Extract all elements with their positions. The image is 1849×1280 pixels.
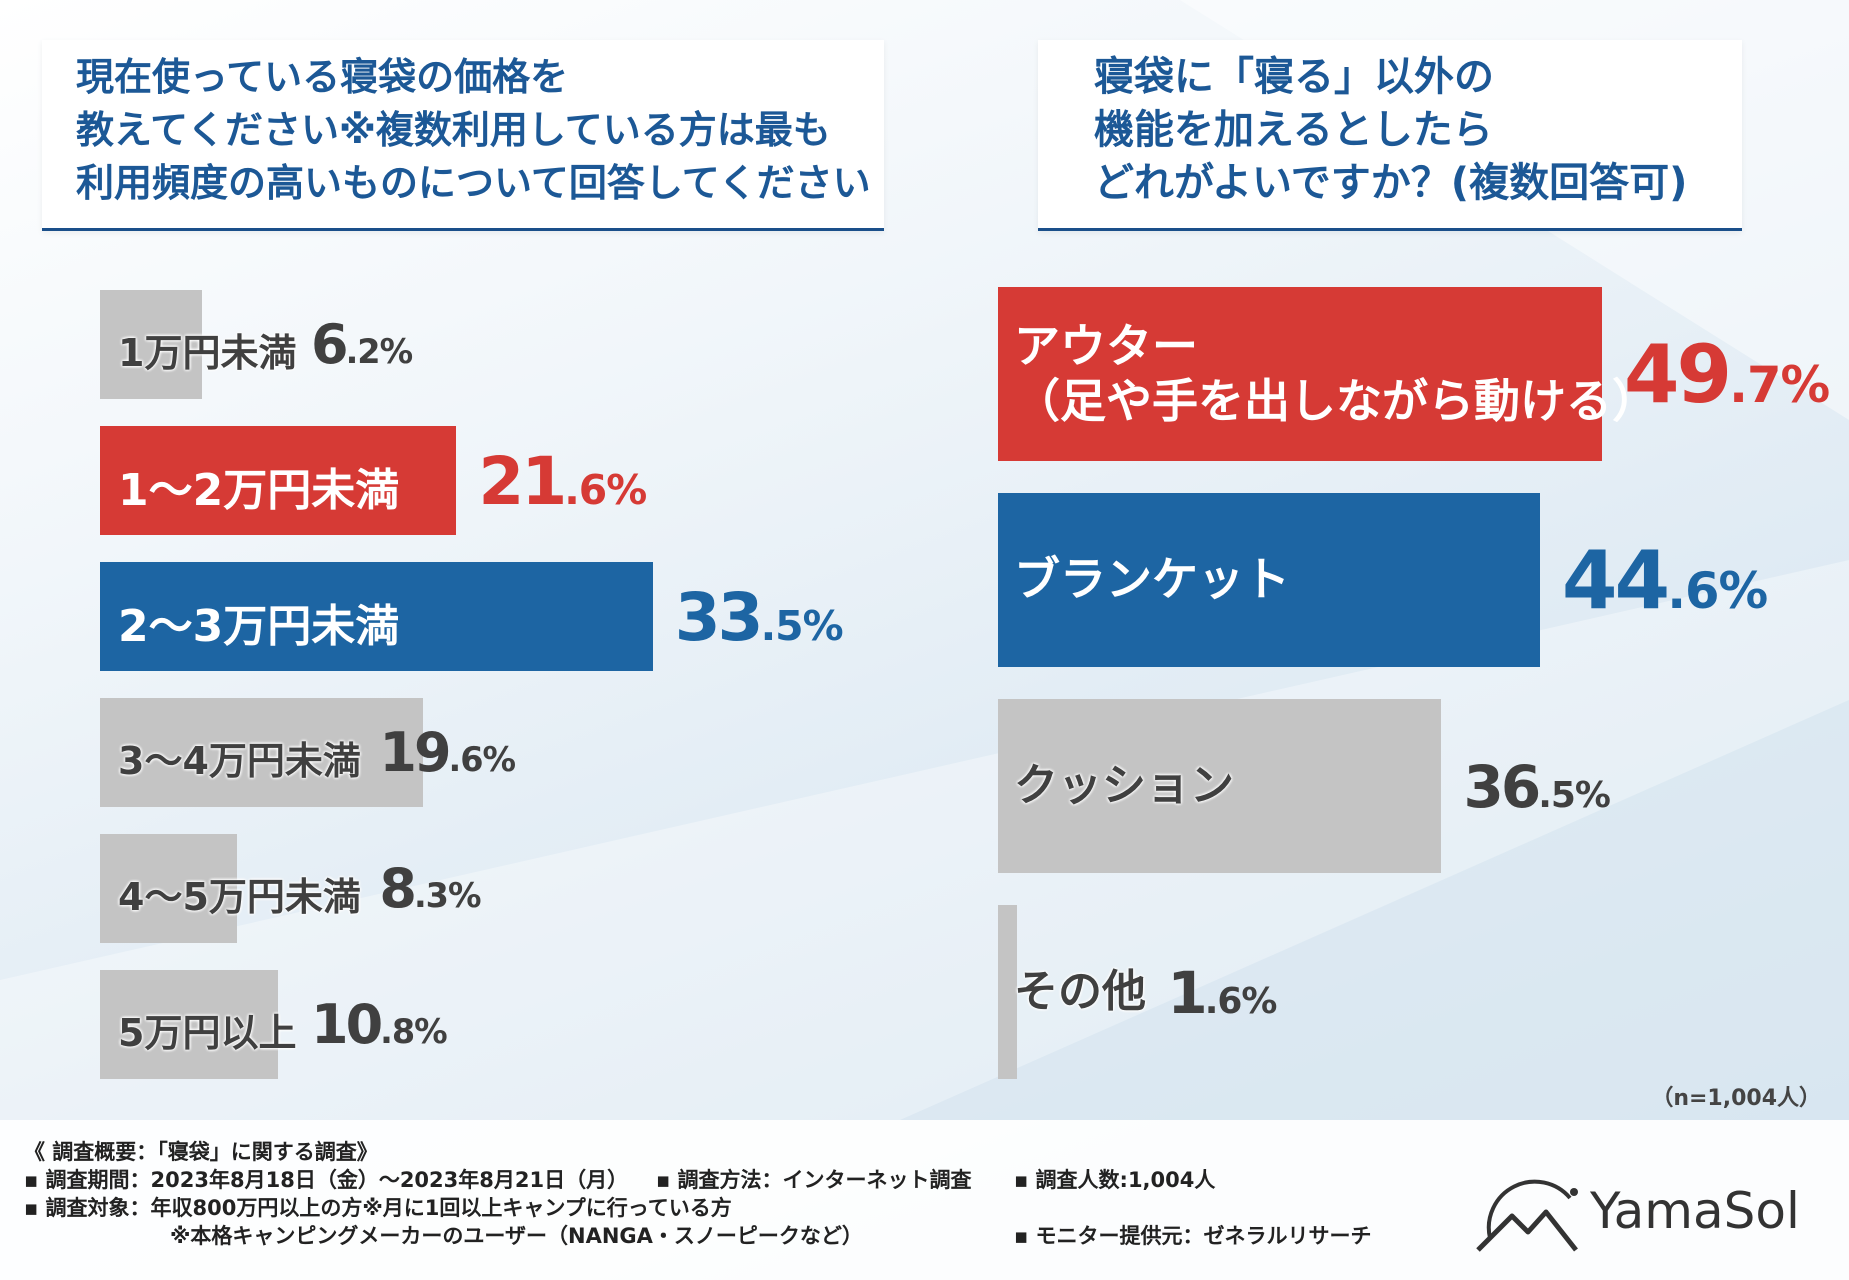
survey-count: ▪ 調査人数:1,004人 <box>1014 1168 1216 1192</box>
price-value-label: 21.6% <box>478 442 647 520</box>
price-bar <box>100 290 203 399</box>
price-value-decimal: .6% <box>564 465 647 514</box>
price-value-decimal: .3% <box>413 876 482 916</box>
function-value-decimal: .7% <box>1729 356 1830 414</box>
price-value-label: 8.3% <box>379 857 482 921</box>
function-category-label: ブランケット <box>1014 552 1290 607</box>
right-title-line: 寝袋に「寝る」以外の <box>1094 54 1494 100</box>
function-category-line: アウター <box>1014 318 1198 373</box>
survey-target-note: ※本格キャンピングメーカーのユーザー（NANGA・スノーピークなど） <box>170 1224 863 1248</box>
price-value-label: 10.8% <box>311 993 448 1057</box>
price-value-decimal: .6% <box>448 740 517 780</box>
survey-target: ▪ 調査対象：年収800万円以上の方※月に1回以上キャンプに行っている方 <box>24 1196 732 1220</box>
price-value-int: 10 <box>311 993 383 1057</box>
price-value-int: 21 <box>478 442 567 520</box>
price-category-label: 1万円未満 <box>118 330 297 375</box>
price-category-label: 3〜4万円未満 <box>118 738 361 783</box>
survey-footer: 《 調査概要：「寝袋」に関する調査》 ▪ 調査期間：2023年8月18日（金）〜… <box>0 1120 1849 1280</box>
function-value-int: 49 <box>1623 328 1732 421</box>
left-title-line: 現在使っている寝袋の価格を <box>76 55 569 99</box>
left-title-line: 教えてください※複数利用している方は最も <box>76 108 831 152</box>
function-category-line: クッション <box>1014 759 1234 811</box>
price-value-decimal: .2% <box>345 332 414 372</box>
function-bar <box>998 287 1602 461</box>
function-bar <box>998 493 1540 667</box>
price-category-label: 2〜3万円未満 <box>118 601 400 653</box>
mountain-logo-icon <box>1476 1179 1578 1252</box>
function-bar <box>998 699 1442 873</box>
function-category-label: アウター （足や手を出しながら動ける） <box>1014 319 1658 429</box>
price-value-decimal: .5% <box>760 601 844 650</box>
function-category-line: ブランケット <box>1014 552 1290 607</box>
price-bar <box>100 970 279 1079</box>
survey-summary: 《 調査概要：「寝袋」に関する調査》 <box>24 1140 378 1164</box>
survey-provider: ▪ モニター提供元：ゼネラルリサーチ <box>1014 1224 1372 1248</box>
price-bar <box>100 698 424 807</box>
price-value-int: 19 <box>379 721 451 785</box>
sample-size-note: （n=1,004人） <box>1651 1086 1821 1111</box>
function-category-line: その他 <box>1014 965 1146 1017</box>
price-bar <box>100 426 457 535</box>
price-value-decimal: .8% <box>380 1012 448 1052</box>
price-category-label: 5万円以上 <box>118 1010 297 1055</box>
function-value-label: 44.6% <box>1561 534 1768 627</box>
function-value-decimal: .6% <box>1204 980 1278 1022</box>
function-value-label: 49.7% <box>1623 328 1830 421</box>
function-category-label: クッション <box>1014 760 1234 813</box>
price-value-label: 33.5% <box>674 578 844 656</box>
function-value-int: 36 <box>1463 752 1541 821</box>
yamasol-logo: YamaSol <box>1470 1168 1830 1256</box>
function-value-int: 44 <box>1561 534 1670 627</box>
right-title-line: どれがよいですか？(複数回答可) <box>1094 160 1688 206</box>
survey-method: ▪ 調査方法：インターネット調査 <box>656 1168 972 1192</box>
price-bar <box>100 834 237 943</box>
function-category-label: その他 <box>1014 966 1146 1019</box>
price-bar <box>100 562 653 671</box>
function-value-label: 36.5% <box>1463 752 1611 821</box>
price-category-label: 4〜5万円未満 <box>118 874 361 919</box>
right-question-title: 寝袋に「寝る」以外の 機能を加えるとしたら どれがよいですか？(複数回答可) <box>1038 40 1742 231</box>
price-value-label: 19.6% <box>379 721 517 785</box>
right-title-line: 機能を加えるとしたら <box>1094 107 1493 153</box>
price-category-label: 1〜2万円未満 <box>118 465 400 517</box>
price-value-label: 6.2% <box>311 313 414 377</box>
function-category-line: （足や手を出しながら動ける） <box>1014 374 1658 428</box>
price-value-int: 6 <box>311 313 349 377</box>
left-title-line: 利用頻度の高いものについて回答してください <box>76 161 871 205</box>
price-value-int: 8 <box>379 857 417 921</box>
function-value-int: 1 <box>1167 958 1207 1027</box>
function-value-decimal: .6% <box>1667 562 1768 620</box>
function-value-decimal: .5% <box>1538 774 1611 816</box>
logo-text: YamaSol <box>1590 1182 1800 1240</box>
function-value-label: 1.6% <box>1167 958 1278 1027</box>
left-question-title: 現在使っている寝袋の価格を 教えてください※複数利用している方は最も 利用頻度の… <box>42 40 884 231</box>
survey-period: ▪ 調査期間：2023年8月18日（金）〜2023年8月21日（月） <box>24 1168 629 1192</box>
function-bar <box>998 905 1018 1079</box>
price-value-int: 33 <box>674 578 764 656</box>
